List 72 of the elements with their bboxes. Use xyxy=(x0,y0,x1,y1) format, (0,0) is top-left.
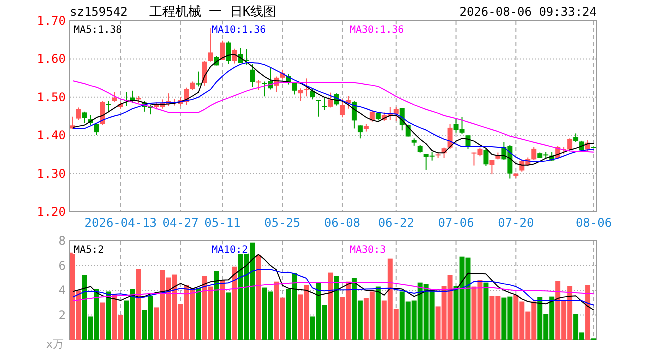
bar xyxy=(100,302,106,340)
y-tick-label: 1.40 xyxy=(37,128,66,143)
bar xyxy=(334,276,339,340)
bar xyxy=(136,269,142,340)
bar xyxy=(232,266,238,340)
x-tick-label: 08-06 xyxy=(576,216,612,230)
candlestick xyxy=(106,100,112,114)
candlestick xyxy=(82,111,88,124)
y-tick-label: 6 xyxy=(58,258,66,273)
candlestick xyxy=(250,64,256,88)
x-tick-label: 05-25 xyxy=(264,216,301,230)
candlestick xyxy=(322,98,328,111)
bar xyxy=(376,286,381,340)
y-tick-label: 1.50 xyxy=(37,90,66,104)
line-series xyxy=(72,254,595,311)
x-tick-label: 04-27 xyxy=(162,216,199,230)
x-tick-label: 05-11 xyxy=(204,216,241,230)
candlestick xyxy=(394,106,399,122)
candlestick xyxy=(340,98,345,118)
candlestick xyxy=(568,138,573,152)
candlestick xyxy=(484,148,489,167)
text: MA10:1.36 xyxy=(212,25,266,36)
candlestick xyxy=(292,82,298,96)
candlestick xyxy=(208,28,214,62)
bar xyxy=(106,292,112,340)
text: MA30:1.36 xyxy=(350,25,404,36)
candlestick xyxy=(358,125,363,140)
line-series xyxy=(72,282,595,302)
candlestick xyxy=(304,78,310,98)
y-tick-label: 2 xyxy=(58,308,66,322)
text: 2026-08-06 09:33:24 xyxy=(460,5,597,19)
bar xyxy=(220,280,226,340)
y-tick-label: 1.20 xyxy=(37,205,66,219)
candlestick xyxy=(316,100,322,118)
x-tick-label: 2026-04-13 xyxy=(84,216,158,230)
candlestick xyxy=(220,40,226,61)
text: MA5:2 xyxy=(74,245,104,256)
bar xyxy=(196,288,202,340)
chart-title: 工程机械 一 日K线图 xyxy=(149,5,277,20)
bar xyxy=(586,285,591,340)
candlestick xyxy=(490,160,495,176)
candlestick xyxy=(76,107,82,121)
y-tick-label: 1.60 xyxy=(37,52,66,66)
line-series xyxy=(72,268,595,306)
candlestick xyxy=(232,48,238,64)
x-tick-label: 06-22 xyxy=(378,216,414,230)
y-tick-label: 1.30 xyxy=(37,166,66,181)
candlestick xyxy=(100,100,106,126)
y-tick-label: 1.70 xyxy=(37,14,66,28)
y-tick-label: 4 xyxy=(58,284,66,298)
candlestick xyxy=(256,80,262,91)
text: MA30:3 xyxy=(350,245,386,256)
candlestick xyxy=(226,41,232,65)
candlestick xyxy=(310,88,316,100)
candlestick xyxy=(532,146,537,161)
bar xyxy=(226,292,232,340)
y-tick-label: 8 xyxy=(58,234,66,248)
text: MA5:1.38 xyxy=(74,25,122,36)
x-tick-label: 06-08 xyxy=(324,216,361,230)
x-tick-label: 07-20 xyxy=(498,216,534,230)
candlestick xyxy=(298,88,304,102)
y-axis-title: x万 xyxy=(46,338,64,351)
bar xyxy=(214,271,220,340)
series-label: MA10:2 xyxy=(212,245,248,256)
bar xyxy=(256,255,262,340)
candlestick xyxy=(328,92,333,108)
candlestick xyxy=(448,124,453,150)
text: sz159542 xyxy=(70,5,128,19)
x-tick-label: 07-06 xyxy=(438,216,474,230)
bar xyxy=(484,282,489,340)
bar xyxy=(328,272,333,340)
candlestick xyxy=(196,71,202,88)
